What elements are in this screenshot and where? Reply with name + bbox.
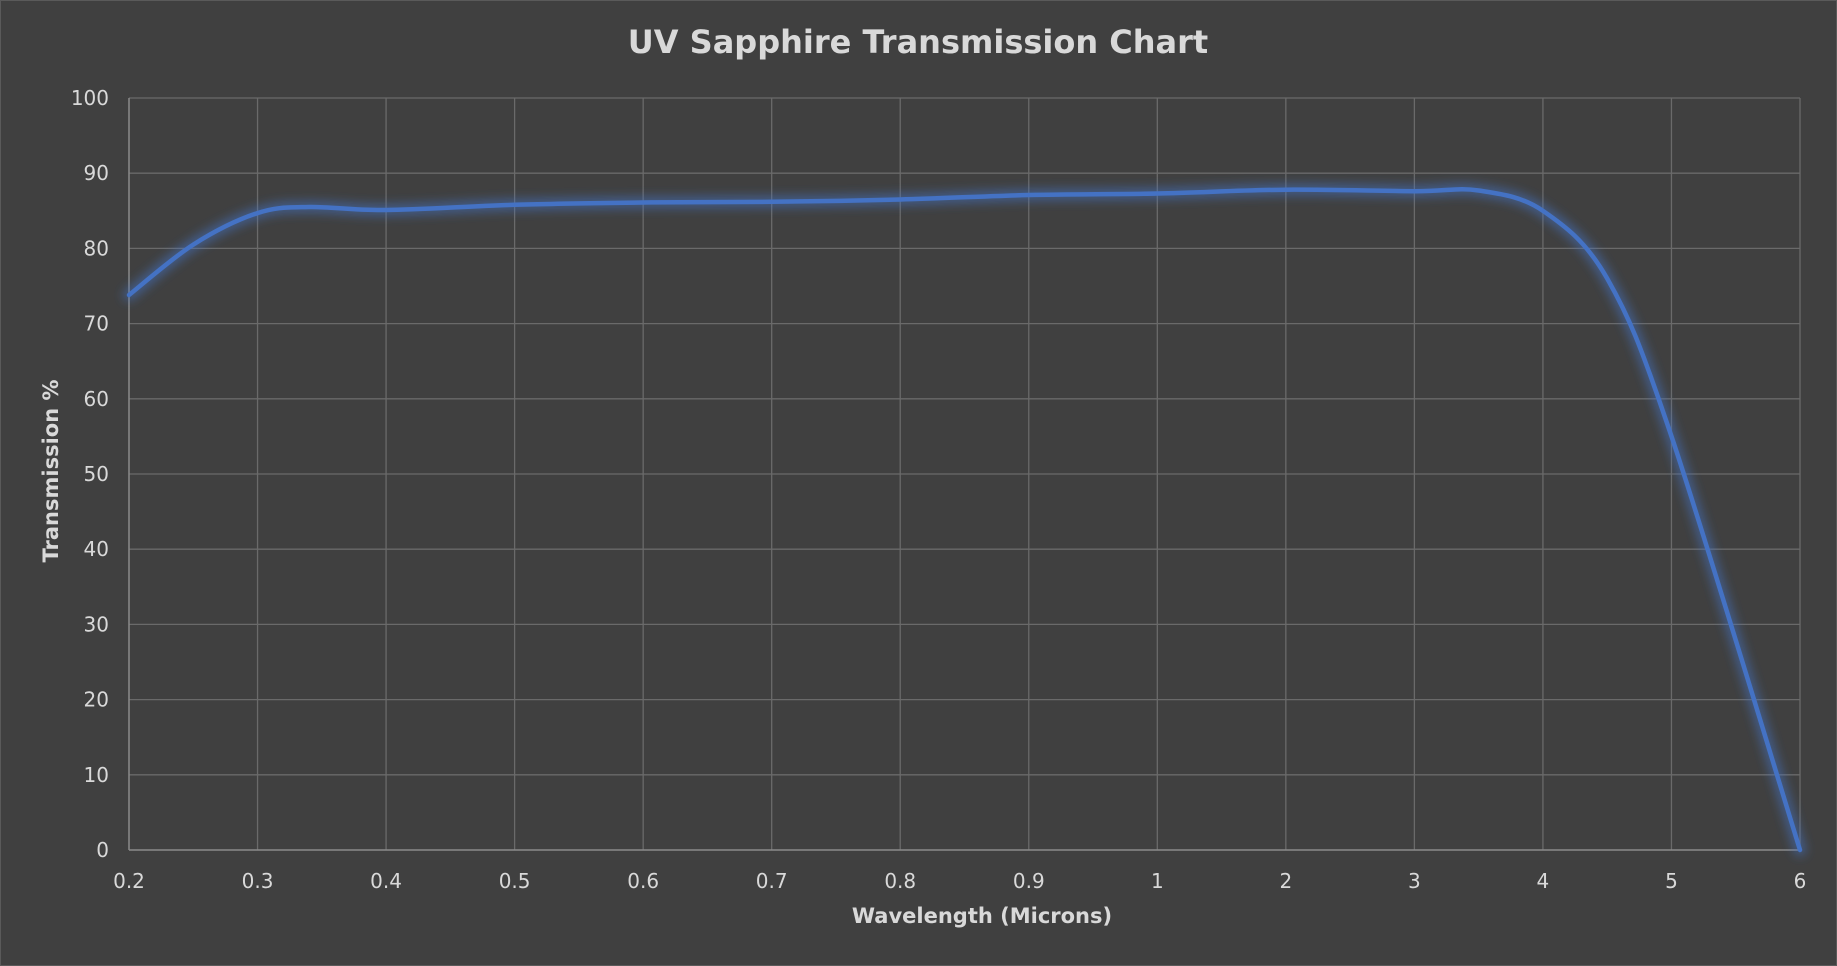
y-tick-label: 90 [84, 161, 109, 185]
y-tick-label: 50 [84, 462, 109, 486]
x-tick-label: 3 [1408, 869, 1421, 893]
x-tick-label: 0.5 [499, 869, 531, 893]
y-axis-title: Transmission % [39, 379, 63, 562]
y-tick-label: 20 [84, 688, 109, 712]
x-tick-label: 0.2 [113, 869, 145, 893]
x-axis-title: Wavelength (Microns) [852, 904, 1112, 928]
x-tick-label: 0.6 [627, 869, 659, 893]
x-tick-label: 1 [1151, 869, 1164, 893]
y-tick-label: 40 [84, 537, 109, 561]
series-line-glow [123, 183, 1806, 856]
series-layer [123, 183, 1806, 856]
x-tick-label: 0.3 [242, 869, 274, 893]
y-tick-label: 80 [84, 236, 109, 260]
y-tick-label: 100 [71, 86, 109, 110]
axes [128, 98, 1800, 851]
y-tick-label: 0 [96, 838, 109, 862]
x-tick-label: 6 [1794, 869, 1807, 893]
x-tick-label: 0.7 [756, 869, 788, 893]
x-tick-label: 0.9 [1013, 869, 1045, 893]
y-tick-label: 60 [84, 387, 109, 411]
chart-title: UV Sapphire Transmission Chart [628, 23, 1208, 61]
tick-labels: 0 10 20 30 40 50 60 70 80 90 100 0.2 0.3 0.4 0.5 0.6 0.7… [71, 86, 1807, 893]
x-tick-label: 2 [1279, 869, 1292, 893]
x-tick-label: 5 [1665, 869, 1678, 893]
x-tick-label: 4 [1537, 869, 1550, 893]
x-tick-label: 0.8 [884, 869, 916, 893]
series-line [126, 187, 1803, 853]
y-tick-label: 10 [84, 763, 109, 787]
y-tick-label: 30 [84, 612, 109, 636]
y-tick-label: 70 [84, 312, 109, 336]
grid-lines [129, 97, 1801, 850]
x-tick-label: 0.4 [370, 869, 402, 893]
